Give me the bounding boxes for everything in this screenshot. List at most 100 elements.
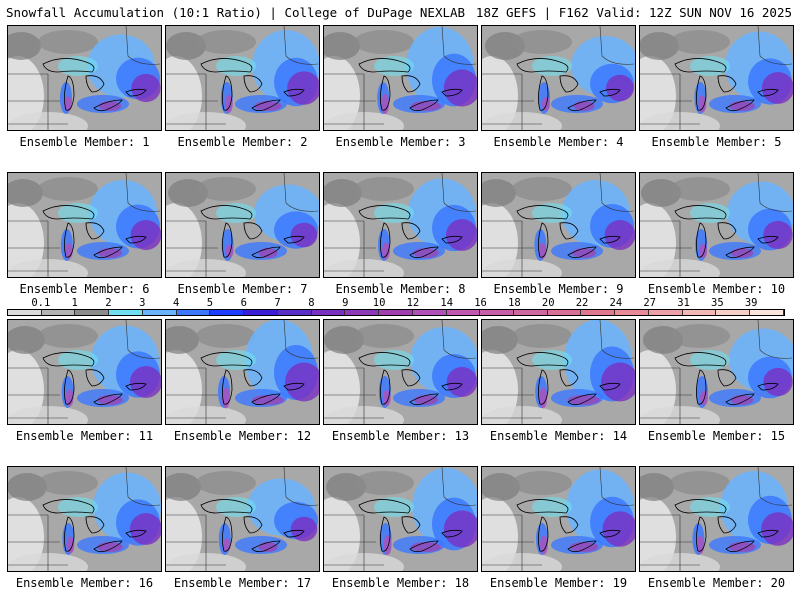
lake-ontario-outline [283, 235, 305, 244]
colorbar-swatch [109, 310, 143, 315]
dark-gray-area [166, 473, 201, 501]
lake-superior-outline [200, 58, 253, 73]
member-label: Ensemble Member: 2 [177, 135, 308, 149]
lake-superior-outline [516, 205, 569, 220]
member-label: Ensemble Member: 9 [493, 282, 624, 296]
lake-ontario-outline [599, 382, 621, 391]
international-border-line [599, 173, 635, 212]
light-snow [58, 56, 98, 76]
dark-gray-area [354, 177, 414, 201]
light-area [166, 56, 202, 130]
lake-huron-outline [559, 369, 579, 387]
light-snow [58, 497, 98, 517]
colorbar-swatch [379, 310, 413, 315]
state-border-lines [482, 73, 542, 130]
lake-effect-band [381, 94, 390, 114]
state-border-lines [324, 73, 384, 130]
lake-effect-band [98, 248, 122, 258]
international-border-line [125, 467, 161, 506]
lake-michigan-outline [538, 369, 549, 405]
international-border-line [757, 26, 793, 65]
dark-gray-area [8, 32, 41, 60]
lake-ontario-outline [283, 529, 305, 538]
dark-gray-area [324, 179, 362, 207]
colorbar-tick-label: 20 [541, 297, 555, 309]
colorbar-tick-label: 2 [105, 297, 112, 309]
lake-erie-outline [251, 540, 281, 553]
snowfall-map-graphic [8, 26, 161, 130]
lake-effect-band [410, 542, 442, 552]
state-border-lines [166, 514, 226, 571]
heavy-snow [290, 516, 318, 542]
dark-gray-area [670, 324, 730, 348]
light-area [640, 203, 676, 277]
heavy-snow [129, 366, 161, 398]
lake-ontario-outline [125, 235, 147, 244]
snowfall-map [481, 25, 636, 131]
lake-effect-band [568, 395, 600, 405]
lake-huron-outline [717, 75, 737, 93]
lake-ontario-outline [599, 235, 621, 244]
colorbar-legend: 0.1 1 2 3 4 5 6 7 8 9 10 12 14 16 18 20 22 24 27 31 35 39 [7, 297, 785, 317]
member-label: Ensemble Member: 18 [331, 576, 470, 590]
ensemble-panel: Ensemble Member: 12 [165, 319, 320, 443]
colorbar-tick-label: 8 [308, 297, 315, 309]
colorbar-tick-label: 4 [172, 297, 180, 309]
international-border-line [599, 467, 635, 506]
state-border-lines [324, 367, 384, 424]
colorbar-swatch [412, 310, 447, 315]
lake-huron-outline [559, 75, 579, 93]
lake-ontario-outline [599, 88, 621, 97]
lake-huron-outline [717, 369, 737, 387]
light-area [324, 56, 360, 130]
colorbar-swatch [547, 310, 582, 315]
snowfall-map [639, 172, 794, 278]
lake-effect-band [573, 101, 595, 111]
member-label: Ensemble Member: 5 [651, 135, 782, 149]
lake-effect-band [97, 542, 123, 552]
lake-effect-band [97, 395, 123, 405]
lake-michigan-outline [64, 516, 75, 552]
lake-effect-band [66, 536, 75, 554]
member-label: Ensemble Member: 11 [15, 429, 154, 443]
member-label: Ensemble Member: 20 [647, 576, 786, 590]
light-area [482, 350, 518, 424]
lake-erie-outline [725, 393, 755, 406]
snowfall-map [639, 466, 794, 572]
snowfall-map-graphic [8, 320, 161, 424]
lake-michigan-outline [380, 75, 391, 111]
light-snow [374, 497, 414, 517]
state-border-lines [640, 220, 700, 277]
lake-ontario-outline [125, 382, 147, 391]
lake-effect-band [414, 395, 438, 405]
member-label: Ensemble Member: 19 [489, 576, 628, 590]
lake-superior-outline [674, 58, 727, 73]
light-area [324, 497, 360, 571]
lake-michigan-outline [64, 75, 75, 111]
lake-ontario-outline [441, 88, 463, 97]
snowfall-map [481, 319, 636, 425]
light-snow [532, 497, 572, 517]
lake-huron-outline [401, 516, 421, 534]
ensemble-panel: Ensemble Member: 17 [165, 466, 320, 590]
lake-michigan-outline [64, 369, 75, 405]
lake-superior-outline [358, 499, 411, 514]
snowfall-map-graphic [8, 173, 161, 277]
lake-superior-outline [42, 352, 95, 367]
lake-erie-outline [93, 99, 123, 112]
state-border-lines [482, 220, 542, 277]
light-snow [690, 350, 730, 370]
snowfall-map [7, 319, 162, 425]
ensemble-panel: Ensemble Member: 2 [165, 25, 320, 149]
ensemble-panel: Ensemble Member: 13 [323, 319, 478, 443]
light-area [166, 203, 202, 277]
dark-gray-area [482, 473, 520, 501]
colorbar-tick-label: 22 [575, 297, 589, 309]
colorbar-tick-label: 18 [508, 297, 521, 309]
lake-superior-outline [516, 499, 569, 514]
dark-gray-area [196, 324, 256, 348]
lake-effect-band [64, 96, 72, 112]
colorbar-tick-label: 1 [71, 297, 78, 309]
colorbar-strip [7, 309, 785, 316]
snowfall-map [481, 172, 636, 278]
